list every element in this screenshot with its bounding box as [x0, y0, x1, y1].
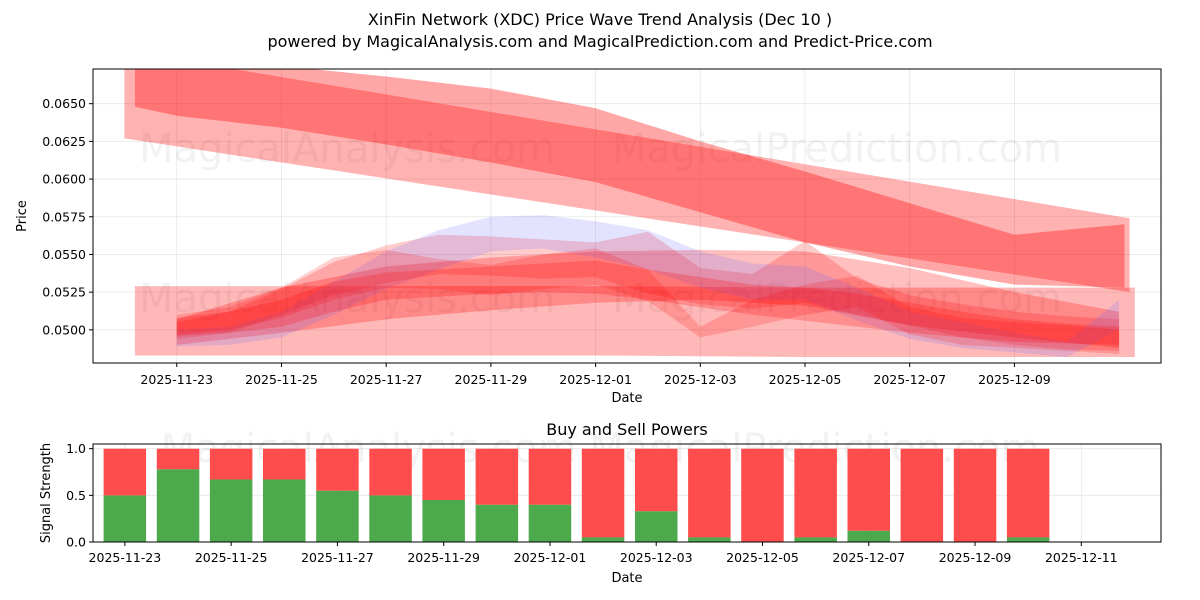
price-x-tick-label: 2025-11-25 — [245, 372, 318, 387]
price-x-tick-label: 2025-12-07 — [873, 372, 946, 387]
price-band-mid-channel — [176, 249, 1120, 348]
price-y-tick-label: 0.0625 — [42, 134, 86, 149]
buy-bar — [475, 504, 519, 542]
sell-bar — [475, 448, 519, 505]
buy-bar — [103, 495, 147, 542]
signal-x-ticks: 2025-11-23 2025-11-25 2025-11-27 2025-11-29… — [89, 542, 1118, 565]
price-x-label: Date — [611, 391, 642, 406]
sell-bar — [103, 448, 147, 496]
signal-panel: Buy and Sell Powers MagicalAnalysis.com … — [39, 420, 1162, 586]
price-band-flat-channel — [134, 286, 1135, 357]
buy-bar — [528, 504, 572, 542]
price-watermarks: MagicalAnalysis.com MagicalPrediction.co… — [139, 126, 1062, 322]
price-x-ticks: 2025-11-23 2025-11-25 2025-11-27 2025-11-29… — [140, 363, 1051, 387]
buy-bar — [635, 511, 678, 542]
watermark-text: MagicalAnalysis.com — [139, 126, 555, 172]
price-band-wave-2 — [176, 260, 1120, 345]
price-band-long-trend-inner — [134, 69, 1125, 288]
sell-bar — [209, 448, 253, 480]
price-x-tick-label: 2025-12-09 — [978, 372, 1051, 387]
sell-bar — [263, 448, 306, 480]
buy-bar — [316, 490, 359, 542]
watermark-text: MagicalPrediction.com — [612, 126, 1062, 172]
price-y-label: Price — [15, 200, 30, 232]
signal-y-label: Signal Strength — [39, 443, 54, 543]
buy-bar — [369, 495, 412, 542]
signal-x-tick-label: 2025-11-27 — [301, 550, 374, 565]
price-y-tick-label: 0.0600 — [42, 172, 86, 187]
signal-x-tick-label: 2025-12-01 — [514, 550, 587, 565]
price-x-tick-label: 2025-11-29 — [455, 372, 528, 387]
price-x-tick-label: 2025-11-23 — [140, 372, 213, 387]
price-y-ticks: 0.0500 0.0525 0.0550 0.0575 0.0600 0.0625 0.06… — [42, 96, 93, 337]
buy-bar — [688, 537, 731, 542]
sell-bar — [900, 448, 944, 542]
sell-bar — [316, 448, 359, 491]
price-x-tick-label: 2025-12-05 — [769, 372, 842, 387]
price-grid — [93, 69, 1161, 363]
price-band-wave-blue — [176, 215, 1120, 357]
price-y-tick-label: 0.0525 — [42, 285, 86, 300]
sell-bar — [422, 448, 465, 500]
watermark-text: MagicalPrediction.com — [612, 276, 1062, 322]
buy-bar — [847, 530, 890, 542]
price-plot-frame — [92, 68, 1162, 364]
buy-bar — [794, 537, 837, 542]
signal-x-tick-label: 2025-12-05 — [726, 550, 799, 565]
watermark-text: MagicalAnalysis.com — [139, 276, 555, 322]
buy-bar — [263, 479, 306, 542]
price-bands — [124, 69, 1135, 357]
sell-bar — [741, 448, 784, 542]
signal-chart-title: Buy and Sell Powers — [546, 420, 708, 439]
price-band-long-trend — [124, 69, 1130, 293]
signal-bars — [103, 448, 1050, 542]
buy-bar — [209, 479, 253, 542]
sell-bar — [528, 448, 572, 505]
price-panel: MagicalAnalysis.com MagicalPrediction.co… — [15, 68, 1162, 406]
buy-bar — [1006, 537, 1050, 542]
price-band-wave-1 — [176, 231, 1120, 351]
buy-bar — [422, 500, 465, 542]
main-chart-title: XinFin Network (XDC) Price Wave Trend An… — [368, 10, 832, 29]
signal-x-label: Date — [611, 571, 642, 586]
price-x-tick-label: 2025-11-27 — [350, 372, 423, 387]
price-x-tick-label: 2025-12-03 — [664, 372, 737, 387]
sell-bar — [847, 448, 890, 531]
signal-y-tick-label: 1.0 — [66, 441, 86, 456]
buy-bar — [581, 537, 625, 542]
sell-bar — [635, 448, 678, 512]
price-y-tick-label: 0.0500 — [42, 322, 86, 337]
signal-y-ticks: 0.0 0.5 1.0 — [66, 441, 93, 550]
price-y-tick-label: 0.0575 — [42, 209, 86, 224]
sell-bar — [688, 448, 731, 538]
price-y-tick-label: 0.0550 — [42, 247, 86, 262]
price-x-tick-label: 2025-12-01 — [559, 372, 632, 387]
signal-plot-frame — [92, 443, 1162, 543]
buy-bar — [156, 469, 200, 542]
signal-y-tick-label: 0.0 — [66, 535, 86, 550]
signal-x-tick-label: 2025-12-11 — [1045, 550, 1118, 565]
price-y-tick-label: 0.0650 — [42, 96, 86, 111]
sell-bar — [953, 448, 997, 542]
sell-bar — [156, 448, 200, 470]
sell-bar — [1006, 448, 1050, 538]
signal-x-tick-label: 2025-12-09 — [939, 550, 1012, 565]
sell-bar — [794, 448, 837, 538]
signal-x-tick-label: 2025-11-25 — [195, 550, 268, 565]
signal-x-tick-label: 2025-11-23 — [89, 550, 162, 565]
main-chart-subtitle: powered by MagicalAnalysis.com and Magic… — [267, 32, 932, 51]
price-band-wave-3 — [176, 248, 1120, 354]
signal-x-tick-label: 2025-11-29 — [407, 550, 480, 565]
sell-bar — [369, 448, 412, 496]
signal-y-tick-label: 0.5 — [66, 488, 86, 503]
signal-x-tick-label: 2025-12-07 — [832, 550, 905, 565]
sell-bar — [581, 448, 625, 538]
signal-x-tick-label: 2025-12-03 — [620, 550, 693, 565]
